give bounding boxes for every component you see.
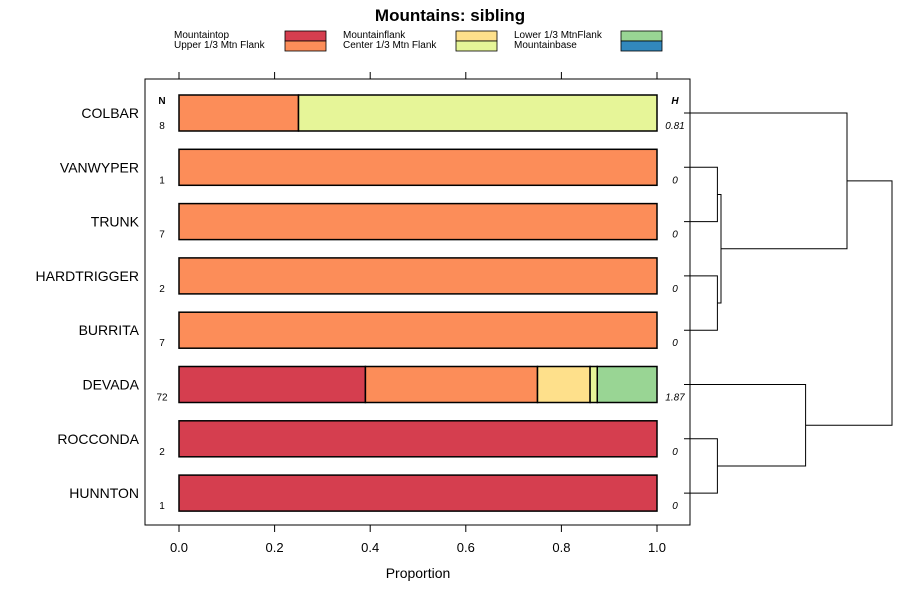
h-value: 0 <box>672 447 678 458</box>
bar-segment <box>364 365 539 404</box>
legend-swatch <box>284 30 327 42</box>
bar-segment <box>178 365 367 404</box>
bar-row <box>178 311 658 349</box>
n-header: N <box>158 96 165 107</box>
n-value: 1 <box>159 501 165 512</box>
legend-label: Center 1/3 Mtn Flank <box>343 40 437 51</box>
bars <box>178 94 658 512</box>
n-value: 8 <box>159 121 165 132</box>
dendrogram <box>684 112 893 494</box>
n-value: 7 <box>159 338 165 349</box>
bar-segment <box>178 311 658 349</box>
dendrogram-link <box>684 275 718 331</box>
category-label: HUNNTON <box>69 485 139 501</box>
dendrogram-link <box>717 193 722 304</box>
category-label: COLBAR <box>81 105 139 121</box>
h-value: 0 <box>672 175 678 186</box>
x-tick-label: 0.2 <box>266 540 284 555</box>
x-tick-label: 1.0 <box>648 540 666 555</box>
x-tick-label: 0.6 <box>457 540 475 555</box>
plot-frame <box>144 78 691 526</box>
legend-swatch <box>455 30 498 42</box>
legend-label: Mountainflank <box>343 30 406 41</box>
n-value: 72 <box>156 393 168 404</box>
bar-segment <box>178 202 658 241</box>
x-tick-label: 0.4 <box>361 540 379 555</box>
bar-segment <box>178 148 658 187</box>
legend-swatch <box>284 40 327 52</box>
h-value: 0.81 <box>665 121 684 132</box>
dendrogram-link <box>684 166 718 223</box>
x-axis-title: Proportion <box>386 565 451 581</box>
category-label: VANWYPER <box>60 159 139 175</box>
n-value: 1 <box>159 175 165 186</box>
bar-segment <box>596 365 658 404</box>
dendrogram-link <box>684 384 807 467</box>
legend-item: Center 1/3 Mtn Flank <box>343 40 498 52</box>
category-label: BURRITA <box>79 322 140 338</box>
n-value: 7 <box>159 230 165 241</box>
bar-row <box>178 420 658 458</box>
legend-label: Mountaintop <box>174 30 229 41</box>
h-value: 1.87 <box>665 393 685 404</box>
dendrogram-link <box>684 112 848 250</box>
bar-segment <box>536 365 591 404</box>
legend-item: Mountainbase <box>514 40 663 52</box>
bar-row <box>178 148 658 187</box>
dendrogram-link <box>684 438 718 494</box>
x-axis: 0.0 0.2 0.4 0.6 0.8 1.0 <box>170 72 666 555</box>
legend-label: Mountainbase <box>514 40 577 51</box>
x-tick-label: 0.0 <box>170 540 188 555</box>
x-tick-label: 0.8 <box>552 540 570 555</box>
bar-segment <box>178 420 658 458</box>
h-value: 0 <box>672 230 678 241</box>
h-value: 0 <box>672 284 678 295</box>
bar-row <box>178 365 658 404</box>
category-label: TRUNK <box>91 214 140 230</box>
n-value: 2 <box>159 447 165 458</box>
bar-segment <box>178 94 300 132</box>
legend-swatch <box>620 40 663 52</box>
legend-label: Upper 1/3 Mtn Flank <box>174 40 266 51</box>
bar-segment <box>297 94 658 132</box>
h-value: 0 <box>672 338 678 349</box>
bar-segment <box>178 474 658 512</box>
chart-title: Mountains: sibling <box>375 6 525 25</box>
h-value: 0 <box>672 501 678 512</box>
legend-label: Lower 1/3 MtnFlank <box>514 30 603 41</box>
h-header: H <box>671 96 679 107</box>
bar-row <box>178 257 658 295</box>
category-label: HARDTRIGGER <box>36 268 139 284</box>
bar-row <box>178 94 658 132</box>
category-label: ROCCONDA <box>57 431 139 447</box>
bar-segment <box>178 257 658 295</box>
bar-segment <box>589 365 599 404</box>
category-label: DEVADA <box>82 377 139 393</box>
dendrogram-link <box>805 180 893 426</box>
bar-row <box>178 474 658 512</box>
legend-swatch <box>455 40 498 52</box>
legend-swatch <box>620 30 663 42</box>
n-value: 2 <box>159 284 165 295</box>
bar-row <box>178 202 658 241</box>
legend-item: Upper 1/3 Mtn Flank <box>174 40 327 52</box>
category-labels: COLBAR 8 0.81 VANWYPER 1 0 TRUNK 7 0 HARDTRIGGER 2… <box>36 105 686 512</box>
